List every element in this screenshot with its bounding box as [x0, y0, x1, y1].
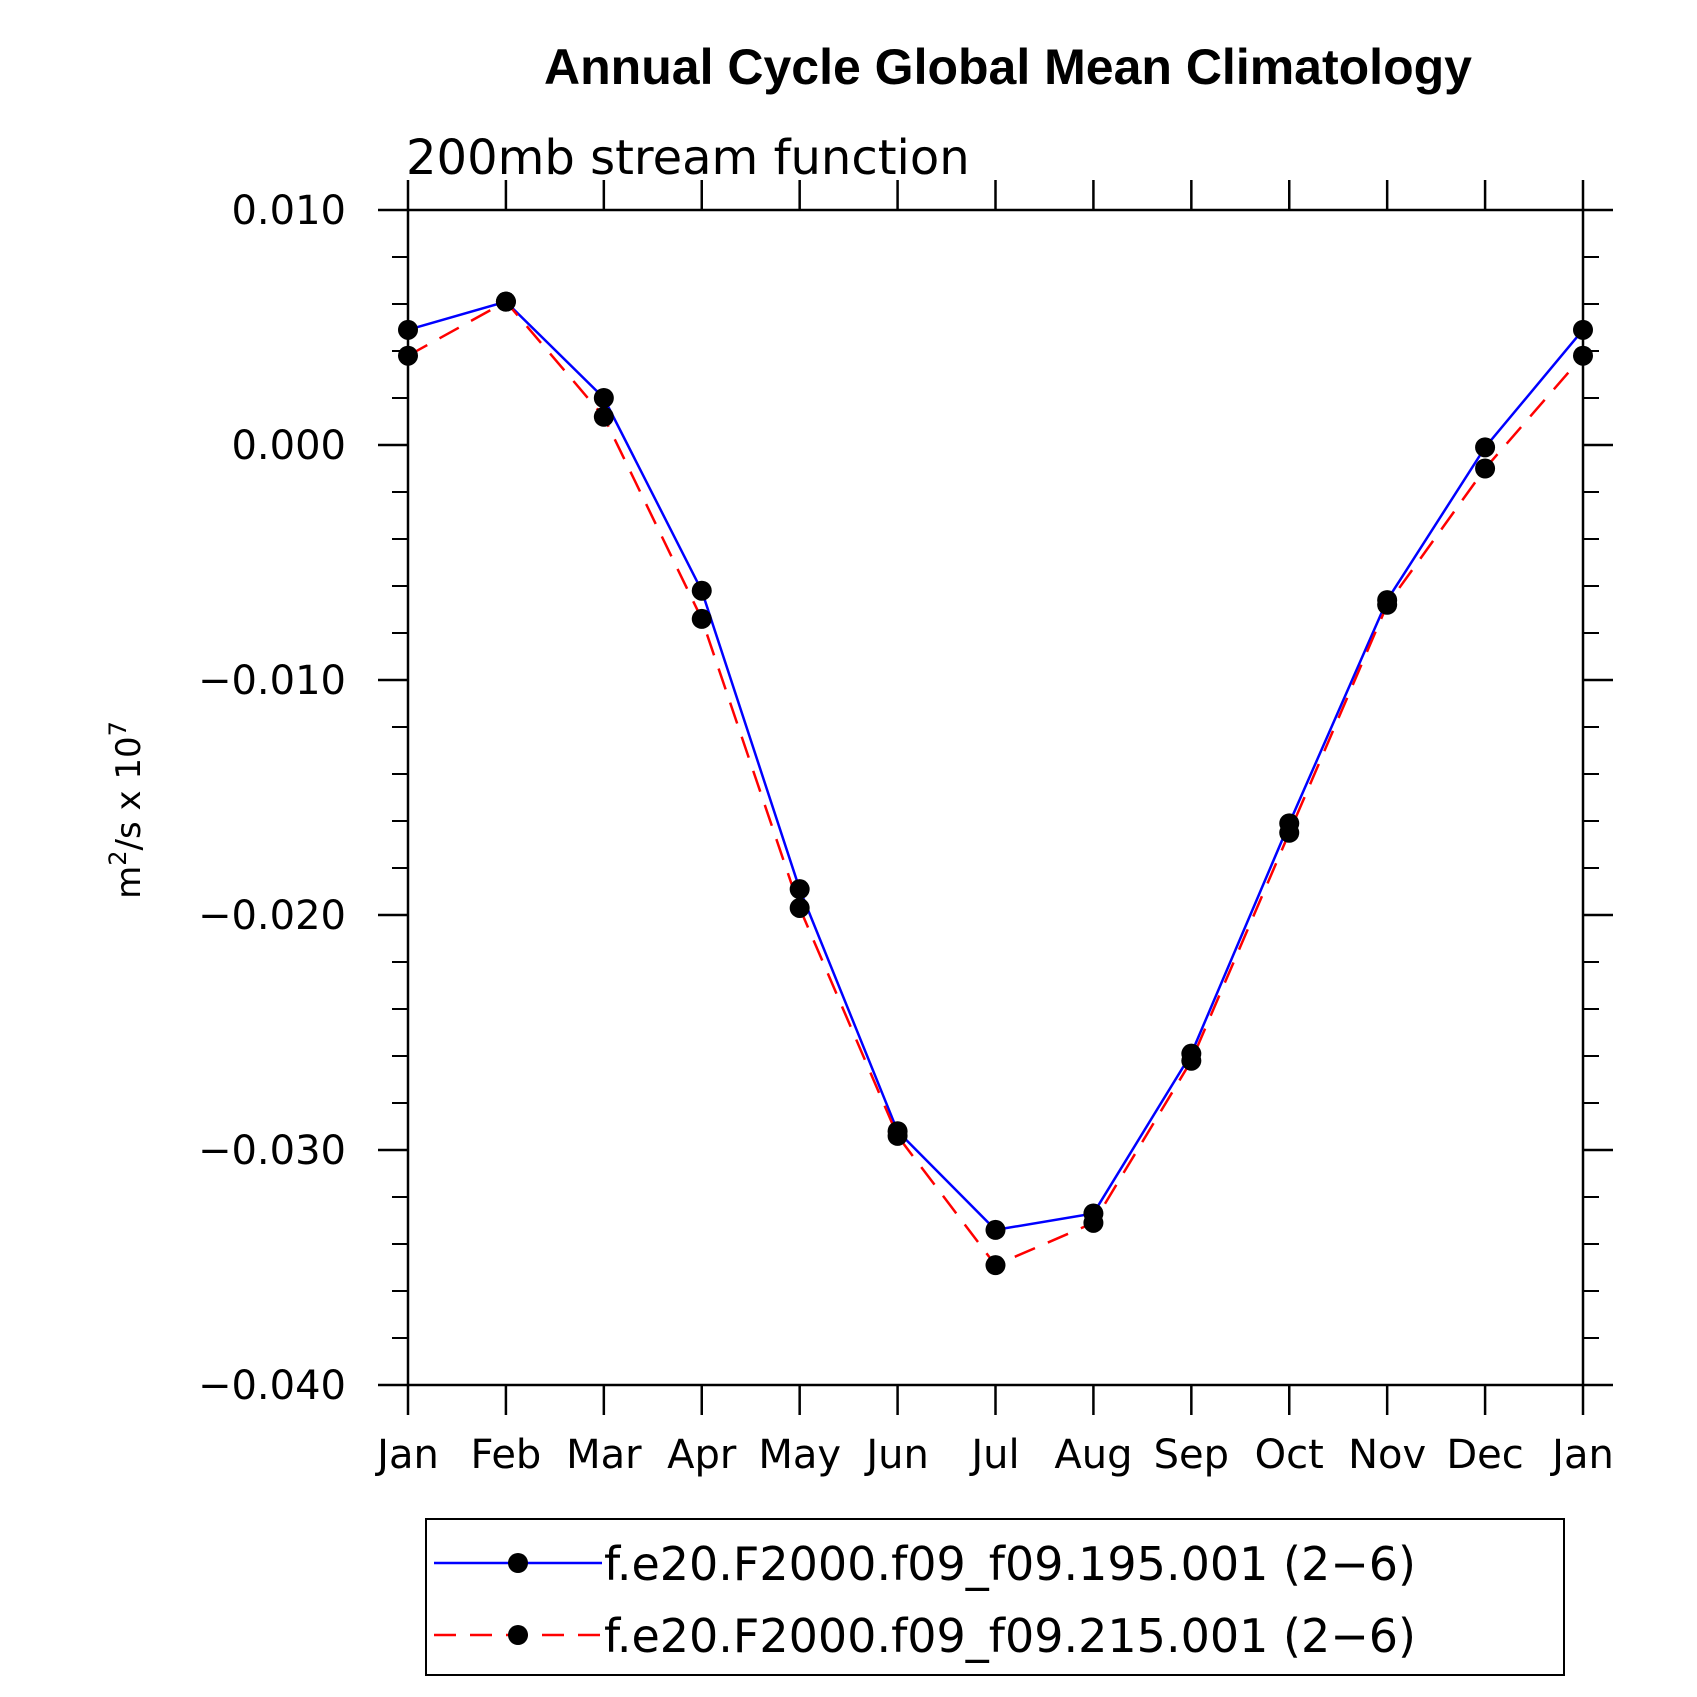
- x-tick-label: Jan: [1549, 1432, 1614, 1478]
- y-tick-label: −0.010: [198, 658, 346, 704]
- x-tick-label: Sep: [1154, 1432, 1229, 1478]
- x-tick-label: Aug: [1054, 1432, 1132, 1478]
- legend: f.e20.F2000.f09_f09.195.001 (2−6) f.e20.…: [425, 1518, 1565, 1676]
- data-point-series-2: [691, 608, 712, 629]
- x-tick-label: Oct: [1255, 1432, 1324, 1478]
- data-point-series-1: [593, 388, 614, 408]
- data-point-series-2: [1377, 594, 1398, 615]
- data-point-series-2: [495, 291, 516, 312]
- chart-title: Annual Cycle Global Mean Climatology: [544, 39, 1472, 95]
- plot-frame: [406, 208, 1585, 1387]
- x-tick-label: Jul: [968, 1432, 1019, 1478]
- legend-box: [425, 1518, 1565, 1676]
- chart-subtitle: 200mb stream function: [406, 130, 970, 186]
- y-tick-label: −0.040: [198, 1363, 346, 1409]
- x-tick-label: May: [758, 1432, 841, 1478]
- y-tick-label: −0.030: [198, 1128, 346, 1174]
- x-tick-label: Dec: [1446, 1432, 1523, 1478]
- data-point-series-1: [398, 319, 418, 340]
- data-point-series-2: [1573, 345, 1593, 366]
- data-point-series-2: [789, 897, 810, 918]
- x-tick-label: Apr: [667, 1432, 737, 1478]
- x-tick-label: Jan: [374, 1432, 439, 1478]
- y-axis-label: m2/s x 107: [104, 721, 149, 899]
- data-point-series-2: [593, 406, 614, 427]
- legend-label-series-2: f.e20.F2000.f09_f09.215.001 (2−6): [604, 1609, 1416, 1663]
- y-tick-label: 0.000: [231, 423, 346, 469]
- data-point-series-2: [985, 1255, 1006, 1276]
- legend-marker-series-2: [508, 1625, 528, 1645]
- x-tick-label: Mar: [566, 1432, 642, 1478]
- data-point-series-2: [1279, 822, 1300, 843]
- y-tick-label: −0.020: [198, 893, 346, 939]
- x-tick-label: Feb: [471, 1432, 542, 1478]
- data-point-series-1: [1573, 319, 1593, 340]
- data-point-series-1: [789, 879, 810, 900]
- x-tick-label: Jun: [863, 1432, 929, 1478]
- data-point-series-1: [691, 580, 712, 601]
- x-axis: Jan Feb Mar Apr May Jun Jul Aug Sep Oct Nov Dec Jan: [374, 180, 1614, 1478]
- series-line-1: [407, 300, 1584, 1232]
- legend-marker-series-1: [508, 1553, 528, 1573]
- data-point-series-2: [1181, 1050, 1202, 1071]
- y-tick-label: 0.010: [231, 188, 346, 234]
- data-point-series-2: [1475, 458, 1496, 479]
- legend-label-series-1: f.e20.F2000.f09_f09.195.001 (2−6): [604, 1537, 1416, 1591]
- series-layer: [398, 291, 1593, 1276]
- data-point-series-2: [1083, 1212, 1104, 1233]
- x-tick-label: Nov: [1348, 1432, 1426, 1478]
- data-point-series-1: [1475, 437, 1496, 458]
- data-point-series-2: [398, 345, 418, 366]
- y-axis: 0.010 0.000 −0.010 −0.020 −0.030 −0.040: [198, 188, 1613, 1409]
- series-line-2: [407, 300, 1584, 1267]
- data-point-series-2: [887, 1125, 908, 1146]
- data-point-series-1: [985, 1219, 1006, 1240]
